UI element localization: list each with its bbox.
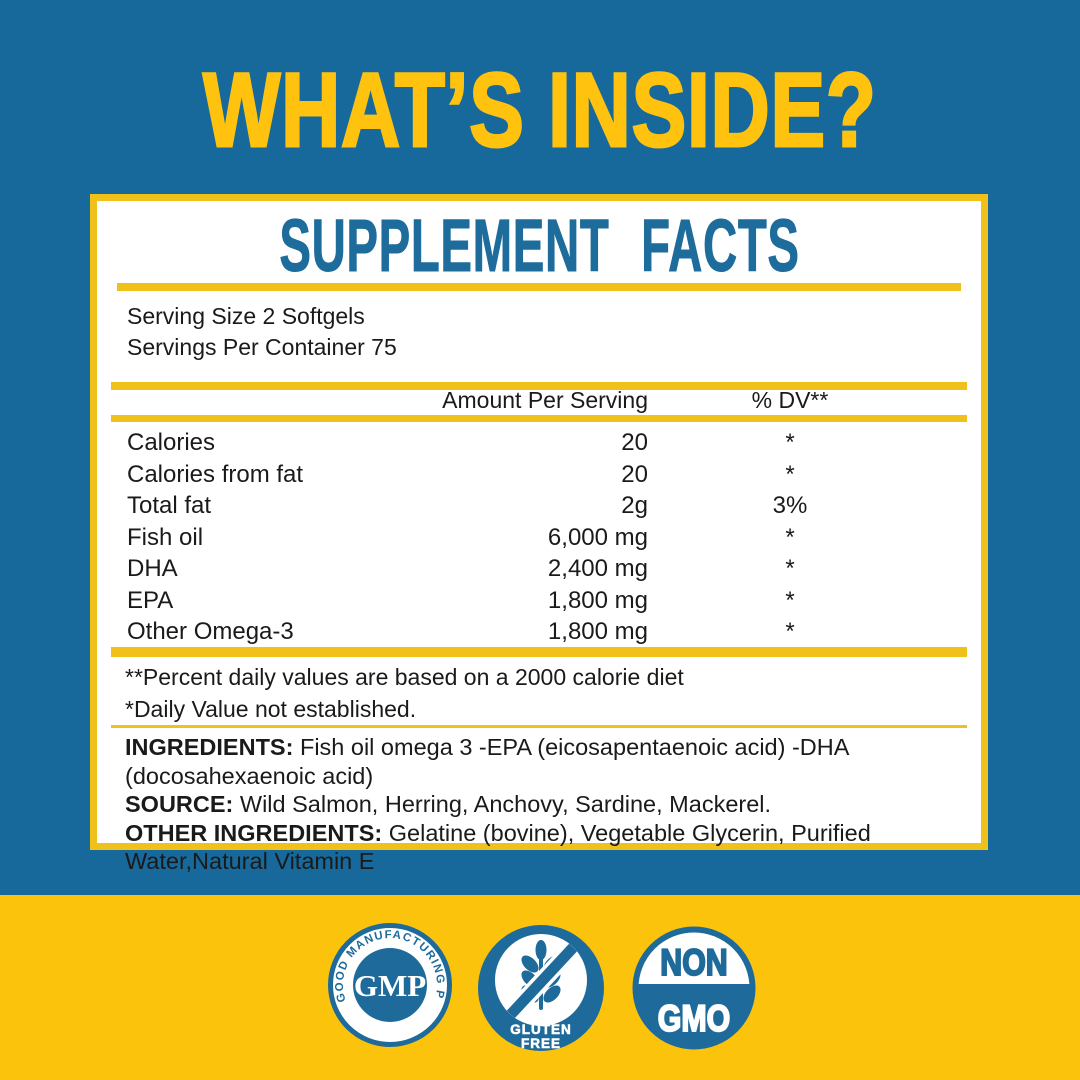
- header-spacer: [127, 387, 407, 413]
- gmp-center-text: GMP: [354, 968, 426, 1003]
- header-percent-dv: % DV**: [751, 387, 829, 413]
- nutrient-table: Calories 20 * Calories from fat 20 * Tot…: [97, 427, 981, 648]
- footnote-dv-not-established: *Daily Value not established.: [125, 696, 417, 722]
- source-line: SOURCE: Wild Salmon, Herring, Anchovy, S…: [125, 790, 963, 819]
- table-row: Total fat 2g 3%: [97, 490, 981, 522]
- nutrient-dv: *: [785, 618, 795, 645]
- nutrient-amount: 2,400 mg: [547, 555, 648, 582]
- nutrient-amount: 20: [621, 460, 648, 488]
- nutrient-name: Fish oil: [127, 523, 204, 551]
- footnote-divider: [111, 725, 967, 728]
- footnote-percent-dv: **Percent daily values are based on a 20…: [125, 664, 684, 690]
- table-row: Fish oil 6,000 mg *: [97, 522, 981, 554]
- gluten-free-line2: FREE: [521, 1036, 561, 1051]
- supplement-facts-heading: SUPPLEMENT FACTS: [278, 204, 800, 287]
- nutrient-name: Calories from fat: [127, 460, 304, 488]
- table-top-divider: [111, 382, 967, 390]
- nutrient-name: EPA: [127, 586, 174, 614]
- other-ingredients-label: OTHER INGREDIENTS:: [125, 819, 383, 846]
- other-ingredients-line: OTHER INGREDIENTS: Gelatine (bovine), Ve…: [125, 819, 963, 876]
- header-amount-per-serving: Amount Per Serving: [442, 387, 648, 413]
- non-gmo-badge-icon: NON GMO: [632, 926, 756, 1050]
- serving-info: Serving Size 2 Softgels Servings Per Con…: [127, 301, 397, 363]
- table-row: Calories from fat 20 *: [97, 459, 981, 491]
- nutrient-dv: *: [785, 429, 795, 456]
- nutrient-dv: 3%: [772, 492, 808, 519]
- nutrient-dv: *: [785, 460, 795, 488]
- heading-divider: [117, 283, 961, 291]
- table-header-row: Amount Per Serving % DV**: [97, 387, 981, 413]
- page-title-wrap: WHAT’S INSIDE?: [0, 52, 1080, 169]
- nutrient-dv: *: [785, 586, 795, 614]
- nutrient-name: Calories: [127, 429, 216, 456]
- table-row: Other Omega-3 1,800 mg *: [97, 616, 981, 648]
- ingredients-line: INGREDIENTS: Fish oil omega 3 -EPA (eico…: [125, 733, 963, 790]
- table-bottom-divider: [111, 647, 967, 657]
- gluten-free-line1: GLUTEN: [510, 1022, 572, 1037]
- table-row: Calories 20 *: [97, 427, 981, 459]
- nutrient-dv: *: [785, 523, 795, 551]
- slash-bar: [502, 941, 580, 1023]
- non-gmo-line1: NON: [660, 942, 727, 984]
- ingredients-text: Fish oil omega 3 -EPA (eicosapentaenoic …: [125, 734, 849, 789]
- footnotes: **Percent daily values are based on a 20…: [125, 661, 684, 725]
- supplement-facts-panel: SUPPLEMENT FACTS Serving Size 2 Softgels…: [90, 194, 988, 874]
- gmp-badge-icon: GOOD MANUFACTURING PRACTICE GMP: [328, 923, 452, 1047]
- page-title: WHAT’S INSIDE?: [202, 52, 877, 169]
- header-divider: [111, 415, 967, 422]
- nutrient-amount: 20: [621, 429, 648, 456]
- supplement-facts-heading-wrap: SUPPLEMENT FACTS: [97, 204, 981, 287]
- ingredients-section: INGREDIENTS: Fish oil omega 3 -EPA (eico…: [125, 733, 963, 876]
- table-row: DHA 2,400 mg *: [97, 553, 981, 585]
- servings-per-container: Servings Per Container 75: [127, 334, 397, 360]
- nutrient-amount: 6,000 mg: [547, 523, 648, 551]
- gmp-inner-disc: [353, 948, 427, 1022]
- nutrient-dv: *: [785, 555, 795, 582]
- supplement-facts-inner: SUPPLEMENT FACTS Serving Size 2 Softgels…: [97, 201, 981, 874]
- nutrient-name: DHA: [127, 555, 178, 582]
- ingredients-label: INGREDIENTS:: [125, 734, 294, 760]
- nutrient-amount: 1,800 mg: [547, 618, 648, 645]
- nutrient-name: Total fat: [127, 492, 212, 519]
- source-text: Wild Salmon, Herring, Anchovy, Sardine, …: [233, 791, 772, 817]
- nutrient-name: Other Omega-3: [127, 618, 294, 645]
- source-label: SOURCE:: [125, 791, 234, 817]
- non-gmo-line2: GMO: [658, 998, 730, 1040]
- gluten-free-badge-icon: GLUTEN FREE: [478, 925, 604, 1051]
- wheat-icon: [500, 939, 582, 1025]
- nutrient-amount: 2g: [621, 492, 648, 519]
- nutrient-amount: 1,800 mg: [547, 586, 648, 614]
- table-row: EPA 1,800 mg *: [97, 585, 981, 617]
- serving-size: Serving Size 2 Softgels: [127, 303, 365, 329]
- other-ingredients-text: Gelatine (bovine), Vegetable Glycerin, P…: [125, 819, 871, 875]
